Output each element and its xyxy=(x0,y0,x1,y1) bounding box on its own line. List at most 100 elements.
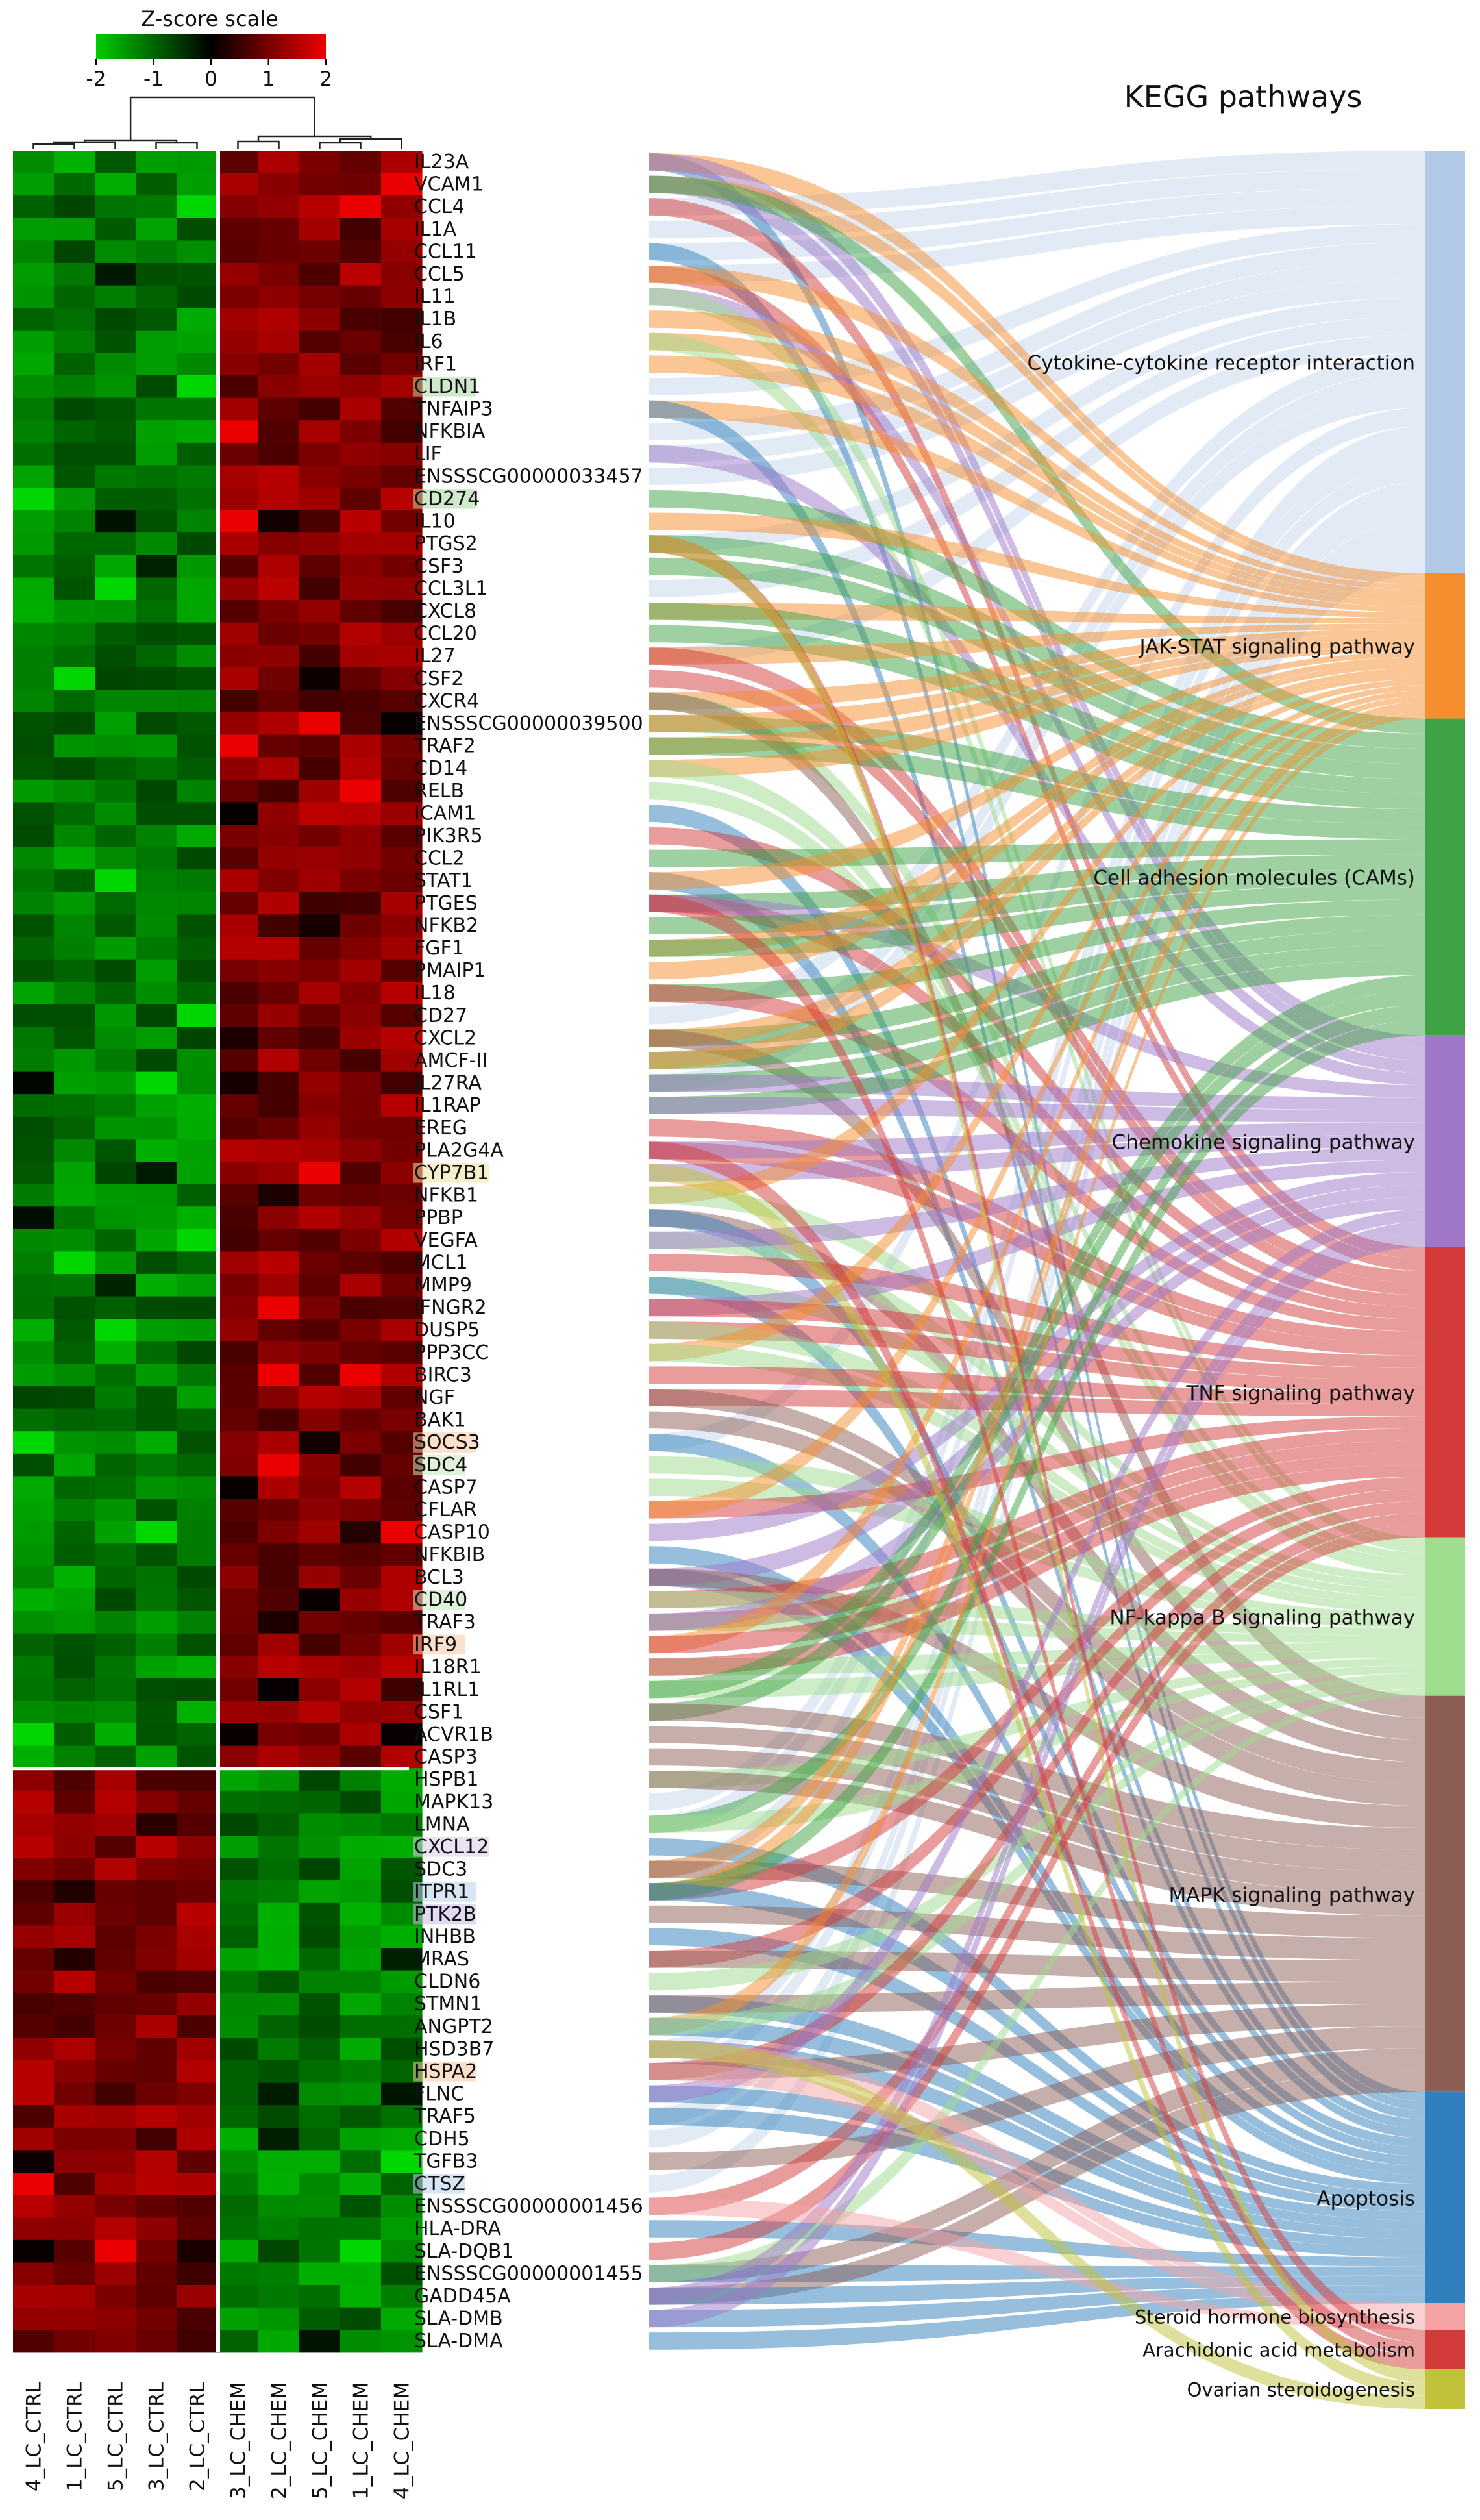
heatmap-cell xyxy=(177,577,218,601)
gene-pathway-ribbon xyxy=(649,242,1425,440)
heatmap-cell xyxy=(299,1386,341,1410)
cluster-separator xyxy=(13,1767,409,1771)
heatmap-cell xyxy=(177,779,218,803)
gene-pathway-ribbon xyxy=(649,1141,1425,2369)
heatmap-cell xyxy=(54,1970,95,1993)
heatmap-cell xyxy=(340,1566,382,1589)
heatmap-cell xyxy=(217,1251,259,1275)
heatmap-cell xyxy=(340,1162,382,1185)
gene-label-tint xyxy=(413,2062,476,2082)
heatmap-cell xyxy=(136,2015,177,2038)
heatmap-cell xyxy=(258,2262,300,2286)
gene-pathway-ribbon xyxy=(649,224,1425,395)
heatmap-cell xyxy=(177,1049,218,1073)
heatmap-cell xyxy=(13,1206,55,1230)
heatmap-cell xyxy=(258,263,300,286)
heatmap-cell xyxy=(136,1453,177,1477)
gene-pathway-ribbon xyxy=(649,535,1425,764)
heatmap-cell xyxy=(54,465,95,488)
heatmap-cell xyxy=(217,285,259,308)
heatmap-cell xyxy=(177,2285,218,2308)
heatmap-cell xyxy=(340,442,382,466)
heatmap-cell xyxy=(13,1049,55,1073)
heatmap-cell xyxy=(13,1251,55,1275)
heatmap-cell xyxy=(217,2217,259,2241)
heatmap-cell xyxy=(136,914,177,938)
heatmap-cell xyxy=(95,1701,136,1724)
heatmap-cell xyxy=(299,2262,341,2286)
heatmap-cell xyxy=(13,1162,55,1185)
heatmap-cell xyxy=(258,1162,300,1185)
gene-label-tint xyxy=(413,1590,465,1610)
heatmap-cell xyxy=(258,1768,300,1791)
heatmap-cell xyxy=(258,1813,300,1836)
heatmap-cell xyxy=(136,2150,177,2173)
gene-pathway-ribbon xyxy=(649,1164,1425,2396)
heatmap-cell xyxy=(217,1745,259,1769)
heatmap-cell xyxy=(177,892,218,915)
heatmap-cell xyxy=(258,420,300,443)
gene-pathway-ribbon xyxy=(649,175,1425,585)
heatmap-cell xyxy=(340,1004,382,1027)
heatmap-cell xyxy=(217,1948,259,1971)
heatmap-cell xyxy=(54,2082,95,2106)
heatmap-cell xyxy=(340,982,382,1005)
heatmap-cell xyxy=(217,195,259,219)
heatmap-cell xyxy=(217,914,259,938)
heatmap-cell xyxy=(217,734,259,758)
heatmap-cell xyxy=(177,1476,218,1499)
heatmap-cell xyxy=(340,2105,382,2128)
heatmap-cell xyxy=(136,1993,177,2016)
heatmap-cell xyxy=(340,1948,382,1971)
heatmap-cell xyxy=(95,1453,136,1477)
heatmap-cell xyxy=(177,1184,218,1207)
gene-pathway-ribbon xyxy=(649,535,1425,2383)
heatmap-cell xyxy=(217,645,259,668)
colorbar-tick-label: -1 xyxy=(143,68,164,91)
heatmap-cell xyxy=(177,959,218,982)
heatmap-cell xyxy=(136,1296,177,1319)
heatmap-cell xyxy=(54,2217,95,2241)
heatmap-cell xyxy=(340,1027,382,1050)
gene-pathway-ribbon xyxy=(649,647,1425,1284)
heatmap-cell xyxy=(95,1206,136,1230)
heatmap-cell xyxy=(95,353,136,376)
gene-pathway-ribbon xyxy=(649,153,1425,1048)
gene-pathway-ribbon xyxy=(649,854,1425,912)
gene-pathway-ribbon xyxy=(649,1209,1425,2103)
heatmap-cell xyxy=(54,982,95,1005)
heatmap-cell xyxy=(381,2038,423,2061)
gene-label: MAPK13 xyxy=(414,1791,493,1814)
heatmap-cell xyxy=(136,1386,177,1410)
heatmap-cell xyxy=(340,1768,382,1791)
heatmap-cell xyxy=(95,2285,136,2308)
heatmap-cell xyxy=(381,1027,423,1050)
heatmap-cell xyxy=(217,1364,259,1387)
heatmap-cell xyxy=(95,1139,136,1162)
gene-label: STMN1 xyxy=(414,1993,482,2015)
heatmap-cell xyxy=(258,1745,300,1769)
gene-label: MCL1 xyxy=(414,1251,468,1274)
heatmap-cell xyxy=(54,802,95,825)
heatmap-cell xyxy=(13,1408,55,1432)
pathway-bar xyxy=(1425,2329,1465,2369)
heatmap-cell xyxy=(54,1678,95,1701)
heatmap-cell xyxy=(177,1543,218,1567)
heatmap-cell xyxy=(217,510,259,533)
colorbar-tick-label: 0 xyxy=(204,68,217,91)
heatmap-cell xyxy=(381,465,423,488)
heatmap-cell xyxy=(340,757,382,780)
heatmap-cell xyxy=(340,2217,382,2241)
heatmap-cell xyxy=(177,420,218,443)
heatmap-cell xyxy=(217,959,259,982)
heatmap-cell xyxy=(136,2195,177,2218)
heatmap-cell xyxy=(95,1296,136,1319)
heatmap-cell xyxy=(381,2285,423,2308)
heatmap-cell xyxy=(13,1836,55,1859)
gene-pathway-ribbon xyxy=(649,603,1425,624)
heatmap-cell xyxy=(136,375,177,399)
heatmap-cell xyxy=(13,2330,55,2353)
heatmap-cell xyxy=(217,240,259,264)
heatmap-cell xyxy=(258,1319,300,1342)
heatmap-cell xyxy=(217,1094,259,1117)
